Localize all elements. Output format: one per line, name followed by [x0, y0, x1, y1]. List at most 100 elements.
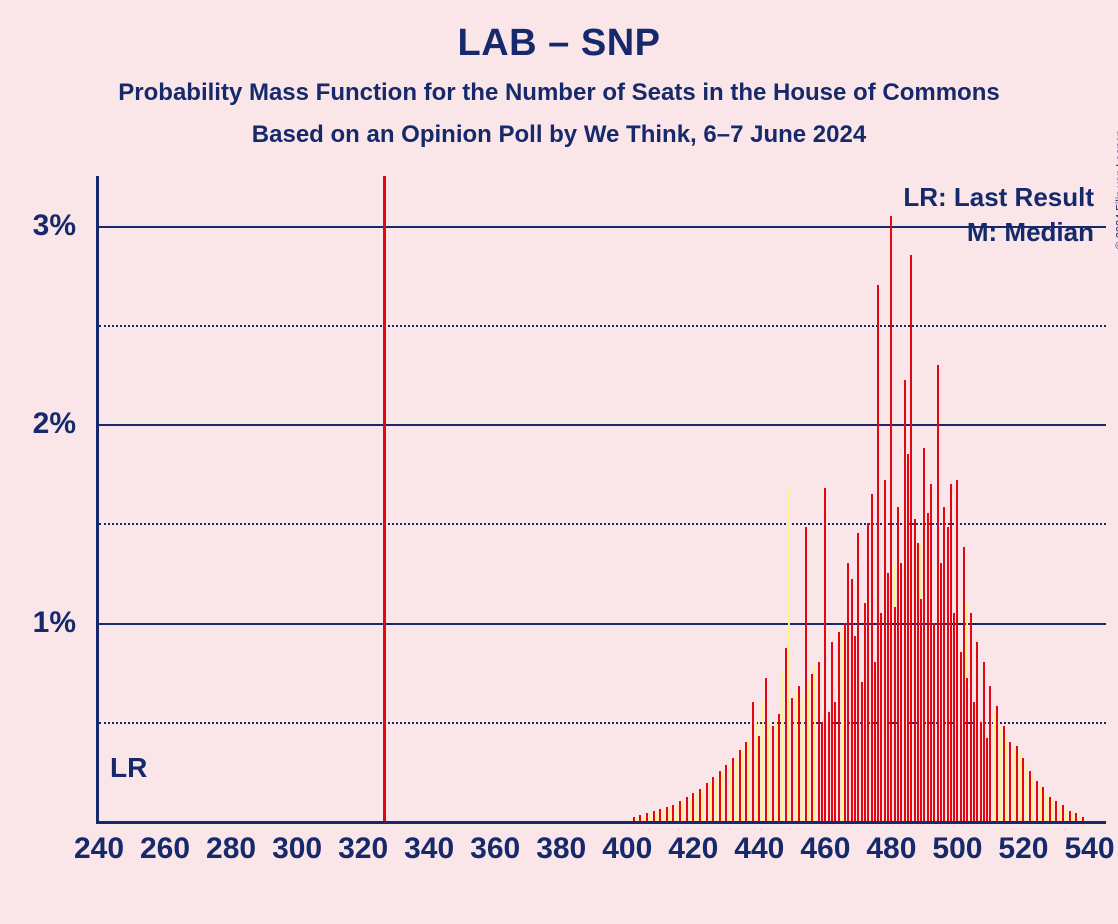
- bar-red: [758, 736, 760, 821]
- x-tick-label: 360: [470, 832, 520, 866]
- bar-red: [1055, 801, 1057, 821]
- bar-yellow: [801, 698, 803, 821]
- bar-red: [646, 813, 648, 821]
- bar-red: [854, 636, 856, 821]
- bar-red: [785, 648, 787, 821]
- bar-red: [686, 797, 688, 821]
- titles: LAB – SNP Probability Mass Function for …: [0, 0, 1118, 149]
- bar-red: [732, 758, 734, 822]
- bar-yellow: [696, 793, 698, 821]
- x-tick-label: 300: [272, 832, 322, 866]
- bar-yellow: [715, 777, 717, 821]
- bar-red: [1003, 726, 1005, 821]
- bar-yellow: [788, 488, 790, 821]
- x-axis-line: [96, 821, 1106, 824]
- y-tick-label: 3%: [0, 209, 76, 243]
- bar-red: [897, 507, 899, 821]
- bar-red: [887, 573, 889, 821]
- bar-red: [963, 547, 965, 821]
- bar-red: [976, 642, 978, 821]
- bar-yellow: [993, 712, 995, 821]
- bar-yellow: [729, 765, 731, 821]
- x-tick-label: 280: [206, 832, 256, 866]
- bar-red: [791, 698, 793, 821]
- bar-yellow: [1059, 805, 1061, 821]
- bar-yellow: [722, 771, 724, 821]
- y-tick-label: 1%: [0, 606, 76, 640]
- bar-red: [983, 662, 985, 821]
- bar-yellow: [762, 702, 764, 821]
- bar-red: [1029, 771, 1031, 821]
- bar-red: [956, 480, 958, 821]
- bar-red: [828, 712, 830, 821]
- bar-red: [864, 603, 866, 821]
- bar-yellow: [748, 742, 750, 821]
- bar-yellow: [669, 807, 671, 821]
- bar-red: [1009, 742, 1011, 821]
- bar-yellow: [814, 666, 816, 821]
- bar-red: [960, 652, 962, 821]
- bar-yellow: [636, 817, 638, 821]
- bar-red: [824, 488, 826, 821]
- bar-red: [666, 807, 668, 821]
- x-tick-label: 540: [1064, 832, 1114, 866]
- bar-yellow: [1013, 750, 1015, 821]
- bar-yellow: [676, 805, 678, 821]
- x-tick-label: 460: [800, 832, 850, 866]
- title-main: LAB – SNP: [0, 22, 1118, 65]
- bar-red: [877, 285, 879, 821]
- bar-red: [950, 484, 952, 821]
- bar-red: [907, 454, 909, 821]
- bar-red: [778, 714, 780, 821]
- title-subtitle-1: Probability Mass Function for the Number…: [0, 79, 1118, 107]
- x-tick-label: 480: [866, 832, 916, 866]
- x-tick-label: 400: [602, 832, 652, 866]
- bar-yellow: [1079, 817, 1081, 821]
- bar-red: [874, 662, 876, 821]
- bar-red: [1036, 781, 1038, 821]
- bar-red: [765, 678, 767, 821]
- bar-red: [970, 613, 972, 821]
- bar-yellow: [841, 632, 843, 821]
- bar-red: [937, 365, 939, 821]
- bar-yellow: [768, 722, 770, 821]
- bar-red: [1049, 797, 1051, 821]
- bar-red: [805, 527, 807, 821]
- bar-red: [940, 563, 942, 821]
- bar-red: [986, 738, 988, 821]
- bar-red: [996, 706, 998, 821]
- bar-red: [1069, 811, 1071, 821]
- bar-red: [838, 632, 840, 821]
- bar-red: [1082, 817, 1084, 821]
- bar-yellow: [1046, 793, 1048, 821]
- bar-red: [914, 519, 916, 821]
- bar-red: [930, 484, 932, 821]
- bar-red: [1016, 746, 1018, 821]
- bar-yellow: [999, 726, 1001, 821]
- bar-red: [798, 686, 800, 821]
- x-tick-label: 500: [932, 832, 982, 866]
- bar-red: [947, 527, 949, 821]
- bar-red: [851, 579, 853, 821]
- bar-yellow: [781, 672, 783, 821]
- bar-red: [980, 722, 982, 821]
- bar-red: [699, 789, 701, 821]
- bar-red: [818, 662, 820, 821]
- bar-red: [719, 771, 721, 821]
- bar-yellow: [1052, 799, 1054, 821]
- x-tick-label: 240: [74, 832, 124, 866]
- bar-red: [857, 533, 859, 821]
- bar-red: [831, 642, 833, 821]
- bar-red: [871, 494, 873, 821]
- bar-yellow: [775, 722, 777, 821]
- bar-yellow: [663, 809, 665, 821]
- y-tick-label: 2%: [0, 407, 76, 441]
- bar-red: [920, 599, 922, 821]
- bar-yellow: [709, 783, 711, 821]
- bar-red: [1075, 813, 1077, 821]
- bar-red: [966, 678, 968, 821]
- bar-red: [772, 726, 774, 821]
- bar-red: [752, 702, 754, 821]
- bar-red: [933, 623, 935, 821]
- bar-red: [712, 777, 714, 821]
